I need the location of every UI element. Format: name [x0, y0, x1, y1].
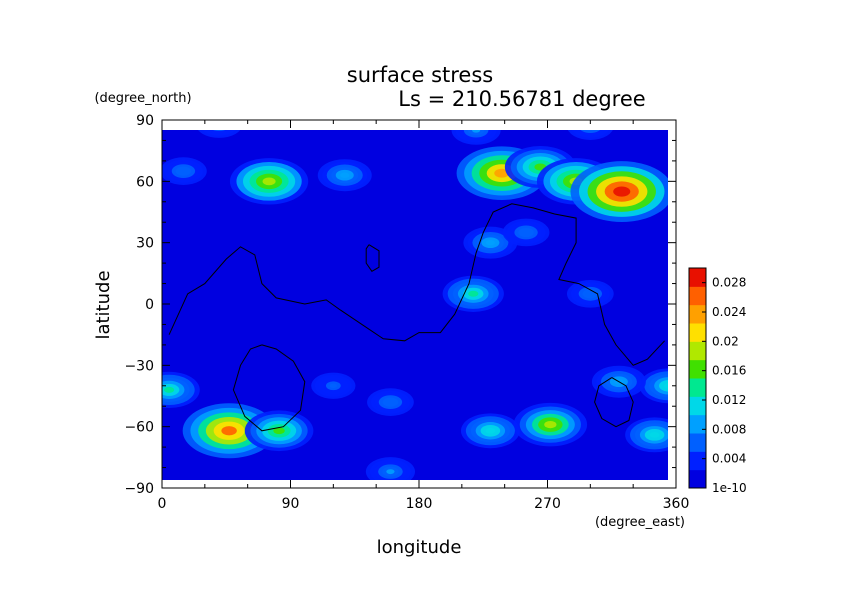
hotspot-9 — [502, 218, 550, 247]
hotspot-ring — [580, 130, 601, 134]
hotspot-ring — [273, 427, 285, 435]
colorbar-tick-label: 0.028 — [712, 276, 746, 290]
x-tick-label: 90 — [282, 496, 300, 512]
hotspot-ring — [213, 130, 226, 132]
hotspot-23 — [198, 119, 241, 138]
x-axis-label: longitude — [377, 537, 462, 558]
hotspot-ring — [522, 230, 530, 235]
hotspot-ring — [663, 382, 668, 389]
x-tick-label: 0 — [158, 496, 167, 512]
hotspot-ring — [586, 124, 594, 129]
hotspot-ring — [544, 420, 557, 429]
colorbar-swatch — [689, 304, 706, 324]
hotspot-6 — [570, 161, 668, 222]
colorbar-tick-label: 0.016 — [712, 364, 746, 378]
colorbar-swatch — [689, 378, 706, 397]
hotspot-0 — [229, 158, 309, 205]
hotspot-17 — [625, 417, 668, 453]
colorbar-tick-label: 0.008 — [712, 422, 746, 436]
y-tick-label: −60 — [124, 420, 154, 436]
colorbar-swatch — [689, 433, 706, 452]
y-tick-label: −30 — [124, 358, 154, 374]
colorbar-tick-label: 1e-10 — [712, 481, 747, 495]
x-tick-label: 360 — [663, 496, 690, 512]
hotspot-2 — [162, 157, 207, 185]
colorbar-swatch — [689, 323, 706, 342]
hotspot-8 — [442, 275, 504, 312]
colorbar-swatch — [689, 286, 706, 306]
y-tick-label: 60 — [136, 174, 154, 190]
hotspot-ring — [654, 377, 668, 395]
colorbar-swatch — [689, 268, 706, 287]
hotspot-24 — [567, 124, 613, 140]
hotspot-20 — [367, 388, 414, 416]
hotspot-22 — [451, 130, 501, 145]
hotspot-21 — [365, 457, 416, 480]
colorbar-swatch — [689, 469, 706, 489]
hotspot-19 — [311, 372, 356, 399]
colorbar-tick-label: 0.02 — [712, 334, 739, 348]
hotspot-ring — [164, 386, 175, 393]
hotspot-ring — [262, 177, 276, 186]
colorbar-swatch — [689, 414, 706, 434]
hotspot-ring — [211, 119, 227, 128]
y-tick-label: −90 — [124, 481, 154, 497]
contour-small-north — [365, 244, 380, 272]
y-tick-label: 0 — [145, 297, 154, 313]
hotspot-11 — [182, 403, 276, 459]
hotspot-ring — [613, 186, 631, 197]
chart-subtitle: Ls = 210.56781 degree — [398, 87, 645, 111]
colorbar-swatch — [689, 359, 706, 379]
y-tick-label: 30 — [136, 236, 154, 252]
colorbar-swatch — [689, 396, 706, 416]
contour-basin-south — [232, 344, 306, 432]
colorbar-frame — [688, 267, 707, 489]
hotspot-1 — [317, 159, 372, 192]
stress-field — [162, 119, 668, 480]
colorbar-tick-label: 0.004 — [712, 452, 746, 466]
hotspot-ring — [207, 130, 232, 134]
colorbar-swatch — [689, 341, 706, 361]
hotspot-ring — [179, 168, 188, 174]
hotspot-ring — [386, 399, 395, 405]
hotspot-ring — [659, 379, 668, 392]
hotspot-ring — [386, 469, 395, 475]
axes: 0 90 180 270 360 90 60 30 0 −30 −60 −90 — [124, 113, 689, 512]
hotspot-13 — [162, 371, 200, 409]
y-unit-label: (degree_north) — [94, 91, 191, 106]
hotspot-ring — [649, 431, 660, 438]
x-tick-label: 180 — [406, 496, 433, 512]
x-tick-label: 270 — [534, 496, 561, 512]
colorbar-swatch — [689, 451, 706, 471]
contour-continent-north — [168, 203, 665, 366]
hotspot-ring — [485, 427, 496, 434]
hotspot-ring — [586, 130, 595, 131]
y-axis-label: latitude — [93, 270, 114, 339]
hotspot-10 — [566, 279, 614, 308]
contour-small-south-east — [594, 377, 634, 428]
colorbar-tick-label: 0.024 — [712, 305, 746, 319]
hotspot-ring — [215, 122, 223, 127]
hotspot-ring — [485, 240, 495, 246]
hotspot-15 — [513, 402, 588, 447]
hotspot-ring — [468, 290, 479, 297]
hotspot-ring — [329, 383, 338, 388]
colorbar-tick-label: 0.012 — [712, 393, 746, 407]
hotspot-ring — [586, 291, 595, 297]
y-tick-label: 90 — [136, 113, 154, 129]
hotspot-ring — [340, 172, 350, 178]
hotspot-ring — [221, 426, 237, 436]
colorbar: 1e-10 0.004 0.008 0.012 0.016 0.02 0.024 0.028 — [688, 267, 747, 495]
x-unit-label: (degree_east) — [595, 515, 685, 530]
chart-title: surface stress — [347, 63, 493, 87]
contour-lines — [168, 203, 665, 432]
hotspot-14 — [639, 368, 668, 404]
hotspot-ring — [472, 130, 481, 133]
hotspot-16 — [460, 413, 520, 449]
hotspot-12 — [244, 410, 314, 452]
